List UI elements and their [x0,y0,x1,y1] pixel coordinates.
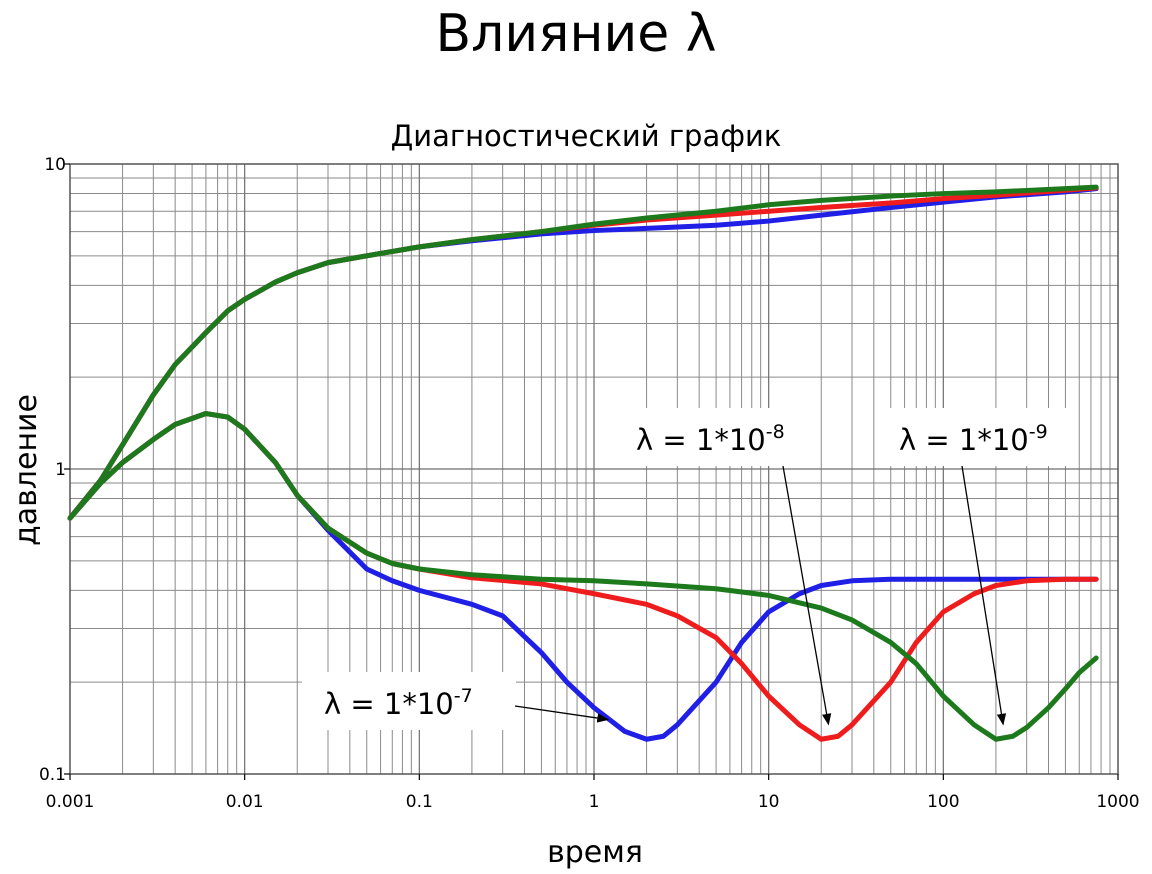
x-tick-label: 0.1 [406,792,433,812]
x-tick-label: 1000 [1096,792,1139,812]
x-axis-label: время [547,835,643,870]
callout-box [877,408,1075,466]
x-tick-label: 1 [589,792,600,812]
callout-arrow [961,465,1007,726]
callout-box [302,672,516,730]
x-tick-label: 0.01 [226,792,264,812]
callout-label: λ = 1*10-9 [899,421,1048,457]
derivative-curve [67,411,1099,742]
annotations: λ = 1*10-7 λ = 1*10-8 λ = 1*10-9 [302,408,1075,730]
axes: 0.001 0.01 0.1 1 10 100 1000 0.1 1 10 [39,155,1140,812]
x-tick-label: 0.001 [46,792,95,812]
slide-title: Влияние λ [435,4,717,64]
callout-label: λ = 1*10-7 [324,685,473,721]
y-tick-label: 10 [44,155,66,175]
y-axis-label: давление [9,394,44,546]
series-layer [67,184,1099,742]
callout-arrow [782,465,832,726]
grid [70,164,1118,774]
callout-label: λ = 1*10-8 [636,421,785,457]
callout-box [614,408,812,466]
pressure-curve [67,184,1099,521]
x-tick-label: 10 [758,792,780,812]
y-tick-label: 0.1 [39,765,66,785]
y-tick-label: 1 [55,460,66,480]
x-tick-label: 100 [927,792,959,812]
chart-title: Диагностический график [391,119,782,153]
callout-arrow [514,705,609,723]
